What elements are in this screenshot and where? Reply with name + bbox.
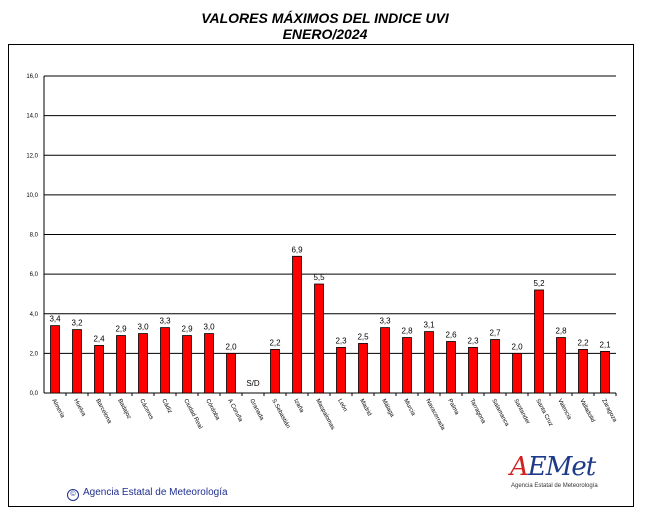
x-tick-label: Barcelona bbox=[94, 398, 112, 425]
copyright-icon: © bbox=[67, 489, 79, 501]
x-tick-label: Izaña bbox=[292, 398, 304, 414]
x-tick-label: León bbox=[336, 398, 348, 413]
y-tick-label: 14,0 bbox=[26, 114, 38, 120]
x-tick-label: S.Sebastián bbox=[270, 398, 290, 429]
aemet-logo: AEMet Agencia Estatal de Meteorología bbox=[510, 452, 600, 496]
y-tick-label: 10,0 bbox=[26, 193, 38, 199]
x-tick-label: Granada bbox=[248, 398, 265, 422]
data-label: 2,0 bbox=[511, 342, 523, 351]
logo-wordmark: AEMet bbox=[510, 452, 596, 482]
data-label: 5,2 bbox=[533, 279, 545, 288]
x-tick-label: Cáceres bbox=[138, 398, 154, 421]
x-tick-label: Ciudad Real bbox=[182, 398, 203, 430]
x-tick-label: Badajoz bbox=[116, 398, 131, 420]
data-label: 3,3 bbox=[379, 317, 391, 326]
data-label: 2,6 bbox=[445, 330, 457, 339]
chart-subtitle: ENERO/2024 bbox=[282, 26, 368, 42]
data-label: 2,3 bbox=[335, 336, 347, 345]
chart-frame bbox=[8, 44, 634, 507]
x-tick-label: Zaragoza bbox=[600, 398, 618, 424]
bar bbox=[160, 327, 170, 394]
y-tick-label: 8,0 bbox=[30, 233, 39, 239]
x-tick-label: Almería bbox=[50, 398, 65, 420]
data-label: 3,3 bbox=[159, 317, 171, 326]
y-tick-label: 12,0 bbox=[26, 153, 38, 159]
bar bbox=[138, 333, 148, 394]
data-label: 3,1 bbox=[423, 321, 435, 330]
data-label: 2,8 bbox=[555, 327, 567, 336]
credit-text: Agencia Estatal de Meteorología bbox=[83, 487, 228, 498]
x-tick-label: Madrid bbox=[358, 398, 372, 417]
data-label: 2,8 bbox=[401, 327, 413, 336]
x-tick-label: Murcia bbox=[402, 398, 416, 417]
bar bbox=[424, 331, 434, 394]
bar bbox=[182, 335, 192, 394]
x-tick-label: Cádiz bbox=[160, 398, 173, 414]
bar bbox=[534, 289, 544, 394]
bar bbox=[116, 335, 126, 394]
x-tick-label: Navacerrada bbox=[424, 398, 446, 432]
y-tick-label: 2,0 bbox=[30, 351, 39, 357]
data-label: 3,2 bbox=[71, 319, 83, 328]
x-tick-label: Córdoba bbox=[204, 398, 220, 422]
bar bbox=[292, 255, 302, 394]
bar bbox=[358, 343, 368, 394]
x-tick-label: Santander bbox=[512, 398, 530, 425]
y-tick-label: 16,0 bbox=[26, 74, 38, 80]
bar bbox=[270, 349, 280, 394]
data-label: 2,3 bbox=[467, 336, 479, 345]
bar bbox=[556, 337, 566, 394]
bar bbox=[226, 352, 236, 394]
y-tick-label: 4,0 bbox=[30, 312, 39, 318]
bar bbox=[314, 283, 324, 394]
bar bbox=[490, 339, 500, 394]
x-tick-label: Santa Cruz bbox=[534, 398, 553, 427]
copyright-credit: © Agencia Estatal de Meteorología bbox=[67, 487, 228, 501]
bar bbox=[512, 352, 522, 394]
data-label: 6,9 bbox=[291, 245, 303, 254]
y-tick-label: 0,0 bbox=[30, 391, 39, 397]
x-tick-label: Valencia bbox=[556, 398, 572, 421]
data-label: 2,9 bbox=[181, 325, 193, 334]
data-label: 3,4 bbox=[49, 315, 61, 324]
data-label: 2,4 bbox=[93, 334, 105, 343]
bar bbox=[94, 345, 104, 394]
logo-subtitle: Agencia Estatal de Meteorología bbox=[511, 483, 598, 489]
bar bbox=[578, 349, 588, 394]
bar bbox=[600, 350, 610, 394]
bar bbox=[446, 341, 456, 394]
x-tick-label: Salamanca bbox=[490, 398, 510, 428]
chart-title: VALORES MÁXIMOS DEL INDICE UVI bbox=[201, 10, 449, 26]
data-label: 2,1 bbox=[599, 340, 611, 349]
x-tick-label: Valladolid bbox=[578, 398, 595, 423]
data-label: 2,5 bbox=[357, 332, 369, 341]
x-tick-label: Maspalomas bbox=[314, 398, 335, 431]
data-label: S/D bbox=[246, 379, 260, 388]
data-label: 2,7 bbox=[489, 329, 501, 338]
x-tick-label: Palma bbox=[446, 398, 460, 416]
bar bbox=[50, 325, 60, 394]
bar bbox=[402, 337, 412, 394]
data-label: 3,0 bbox=[137, 323, 149, 332]
bar bbox=[380, 327, 390, 394]
x-tick-label: Tarragona bbox=[468, 398, 486, 425]
x-tick-label: A Coruña bbox=[226, 398, 243, 423]
x-tick-label: Málaga bbox=[380, 398, 395, 419]
data-label: 3,0 bbox=[203, 323, 215, 332]
bar bbox=[468, 347, 478, 394]
data-label: 2,0 bbox=[225, 342, 237, 351]
bar bbox=[72, 329, 82, 394]
y-tick-label: 6,0 bbox=[30, 272, 39, 278]
data-label: 2,9 bbox=[115, 325, 127, 334]
data-label: 5,5 bbox=[313, 273, 325, 282]
x-tick-label: Huelva bbox=[72, 398, 86, 418]
data-label: 2,2 bbox=[577, 338, 589, 347]
bar bbox=[204, 333, 214, 394]
bar bbox=[336, 347, 346, 394]
data-label: 2,2 bbox=[269, 338, 281, 347]
